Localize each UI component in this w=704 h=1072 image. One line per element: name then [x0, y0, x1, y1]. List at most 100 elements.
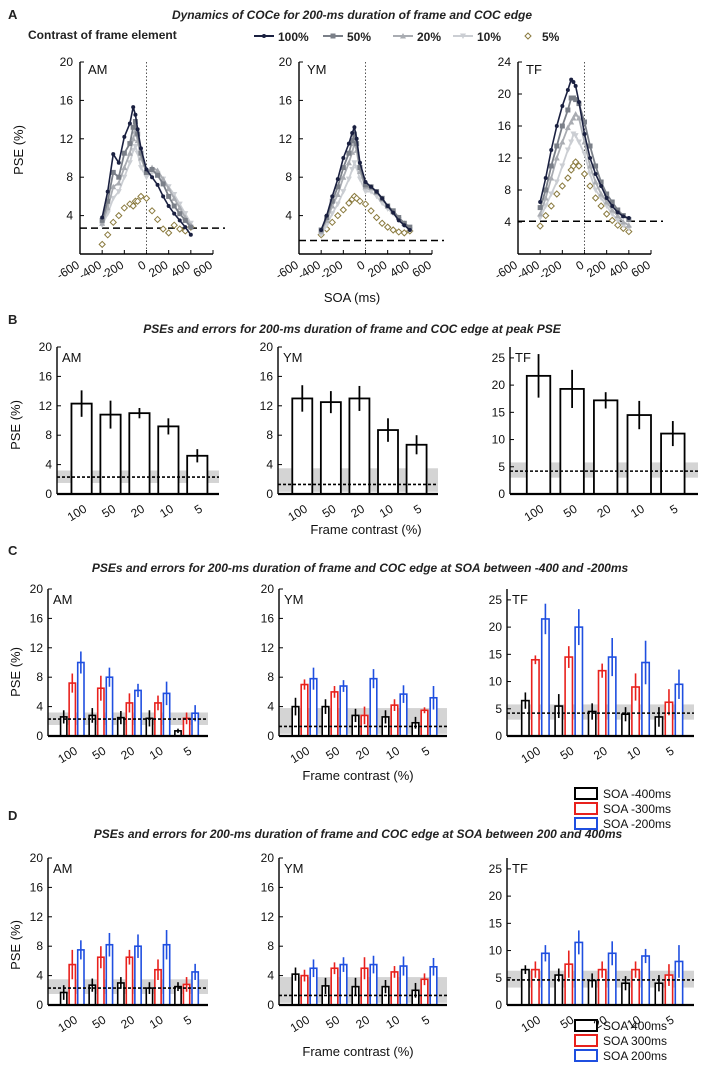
- data-point: [105, 189, 110, 194]
- subject-label: YM: [284, 592, 304, 607]
- y-tick-label: 20: [30, 582, 44, 596]
- y-tick-label: 20: [60, 55, 74, 69]
- subject-label: TF: [512, 592, 528, 607]
- subject-label: YM: [284, 861, 304, 876]
- data-point: [536, 222, 544, 230]
- y-tick-label: 8: [66, 170, 73, 184]
- panel-b-letter: B: [8, 312, 17, 327]
- panel-d-title: PSEs and errors for 200-ms duration of f…: [94, 827, 623, 841]
- data-point: [554, 124, 559, 128]
- legend-c-swatch-2: [574, 817, 598, 830]
- bar: [291, 397, 314, 495]
- bar: [319, 401, 342, 495]
- data-point: [553, 190, 561, 198]
- y-tick-label: 16: [279, 93, 293, 107]
- data-point: [330, 194, 335, 199]
- data-point: [166, 204, 171, 208]
- legend-a-text-1: 50%: [347, 30, 371, 44]
- legend-a-text-2: 20%: [417, 30, 441, 44]
- data-point: [573, 97, 579, 103]
- data-point: [553, 179, 560, 185]
- data-point: [604, 196, 609, 200]
- y-tick-label: 4: [504, 215, 511, 229]
- data-point: [155, 182, 160, 187]
- data-point: [363, 180, 368, 184]
- data-point: [538, 200, 543, 204]
- data-point: [340, 189, 347, 195]
- data-point: [582, 132, 587, 136]
- data-point: [345, 199, 353, 207]
- data-point: [154, 167, 161, 173]
- legend-d-swatch-2: [574, 1049, 598, 1062]
- y-tick-label: 0: [498, 487, 505, 501]
- data-point: [334, 191, 341, 197]
- data-point: [171, 203, 177, 209]
- data-point: [597, 202, 605, 210]
- data-point: [621, 214, 626, 219]
- legend-a-marker-4: [524, 32, 532, 40]
- legend-a-marker-3: [460, 33, 466, 39]
- bar: [157, 425, 180, 495]
- data-point: [588, 156, 593, 160]
- data-point: [349, 167, 356, 173]
- y-tick-label: 20: [489, 620, 503, 634]
- data-point: [581, 151, 588, 157]
- data-point: [121, 174, 128, 181]
- y-tick-label: 8: [267, 670, 274, 684]
- data-point: [319, 228, 324, 232]
- data-point: [547, 202, 555, 210]
- y-tick-label: 12: [39, 399, 53, 413]
- y-tick-label: 8: [504, 183, 511, 197]
- data-point: [542, 211, 550, 220]
- data-point: [362, 189, 369, 195]
- y-tick-label: 10: [489, 944, 503, 958]
- data-point: [564, 124, 571, 131]
- data-point: [127, 121, 132, 126]
- data-point: [564, 147, 571, 153]
- y-tick-label: 4: [66, 209, 73, 223]
- y-tick-label: 20: [498, 87, 512, 101]
- data-point: [340, 165, 346, 171]
- data-point: [603, 199, 610, 205]
- bar-SOA--300ms: [597, 669, 607, 737]
- y-tick-label: 16: [498, 119, 512, 133]
- data-point: [587, 143, 593, 149]
- panel-a-ylabel: PSE (%): [11, 125, 26, 175]
- y-tick-label: 16: [261, 880, 275, 894]
- bar-SOA-400ms: [520, 968, 530, 1006]
- data-point: [587, 163, 594, 169]
- y-tick-label: 4: [267, 700, 274, 714]
- y-tick-label: 0: [45, 487, 52, 501]
- data-point: [166, 193, 172, 199]
- data-point: [548, 163, 554, 169]
- data-point: [345, 176, 352, 183]
- data-point: [549, 148, 554, 152]
- data-point: [188, 224, 194, 230]
- data-point: [389, 226, 397, 234]
- data-point: [553, 155, 560, 161]
- y-tick-label: 25: [492, 351, 506, 365]
- data-point: [380, 196, 385, 201]
- data-point: [334, 201, 341, 208]
- y-tick-label: 20: [260, 340, 274, 354]
- data-point: [372, 213, 381, 222]
- data-point: [575, 139, 582, 145]
- data-point: [357, 165, 363, 171]
- data-point: [571, 158, 580, 166]
- y-tick-label: 20: [39, 340, 53, 354]
- panel-d-xlabel: Frame contrast (%): [302, 1044, 413, 1059]
- data-point: [558, 182, 567, 190]
- data-point: [571, 80, 576, 84]
- data-point: [385, 204, 390, 208]
- data-point: [341, 156, 346, 160]
- y-tick-label: 10: [492, 433, 506, 447]
- data-point: [598, 191, 605, 197]
- data-point: [138, 146, 143, 151]
- data-point: [137, 192, 145, 201]
- data-point: [164, 229, 173, 237]
- data-point: [324, 213, 329, 218]
- data-point: [559, 163, 566, 169]
- data-point: [135, 127, 140, 132]
